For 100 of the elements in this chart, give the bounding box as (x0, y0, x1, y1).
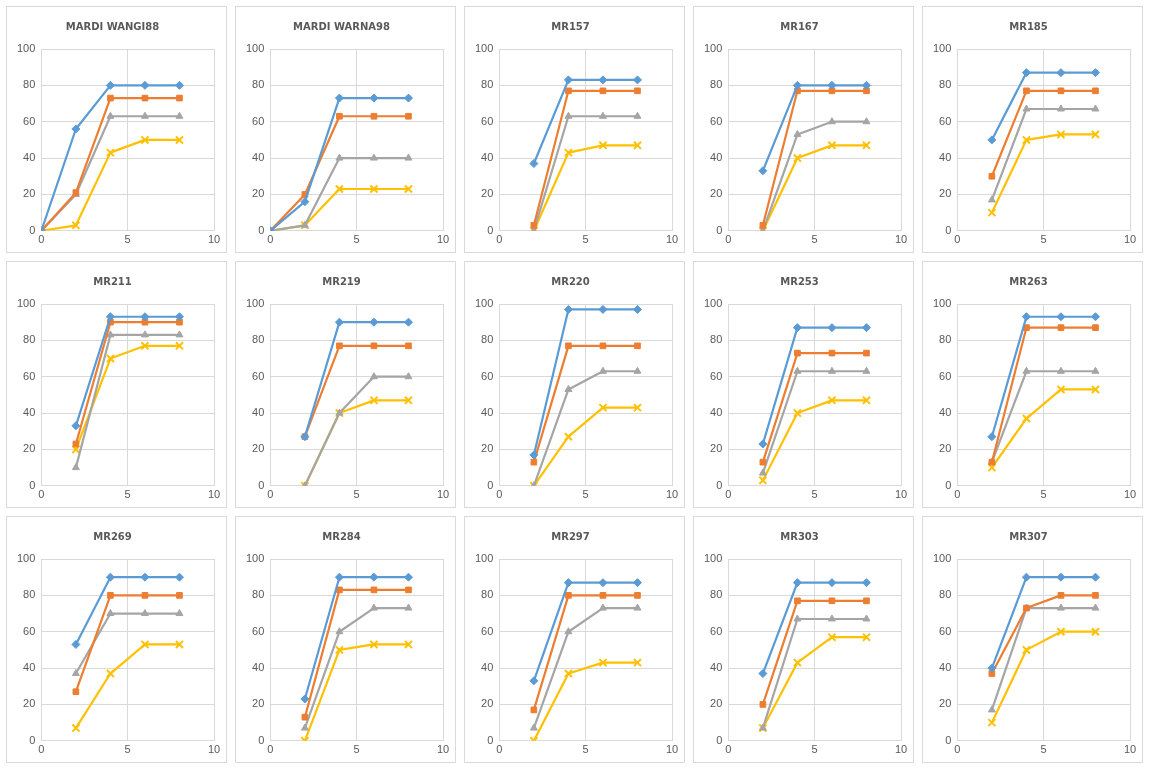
x-tick-label: 5 (811, 233, 818, 246)
y-tick-label: 20 (23, 442, 36, 455)
y-tick-label: 60 (481, 624, 494, 637)
x-tick-label: 0 (725, 743, 732, 756)
x-tick-label: 5 (353, 233, 360, 246)
y-tick-label: 40 (23, 661, 36, 674)
y-tick-label: 0 (716, 478, 723, 491)
y-tick-label: 100 (932, 552, 952, 565)
x-tick-label: 5 (1040, 233, 1047, 246)
y-tick-label: 80 (710, 78, 723, 91)
x-tick-label: 5 (124, 488, 131, 501)
y-tick-label: 60 (710, 369, 723, 382)
x-tick-label: 10 (436, 233, 450, 246)
x-tick-label: 10 (665, 488, 679, 501)
y-tick-label: 0 (258, 478, 265, 491)
x-tick-label: 10 (436, 743, 450, 756)
y-tick-label: 20 (252, 697, 265, 710)
x-tick-label: 5 (1040, 743, 1047, 756)
y-tick-label: 40 (481, 151, 494, 164)
x-tick-label: 10 (665, 743, 679, 756)
x-tick-label: 0 (267, 743, 274, 756)
y-tick-label: 60 (710, 114, 723, 127)
x-tick-label: 0 (38, 488, 45, 501)
y-tick-label: 100 (16, 552, 36, 565)
y-tick-label: 20 (939, 187, 952, 200)
chart-title: MR303 (780, 530, 819, 542)
y-tick-label: 100 (16, 42, 36, 55)
x-tick-label: 0 (954, 488, 961, 501)
y-tick-label: 20 (23, 697, 36, 710)
x-tick-label: 5 (353, 743, 360, 756)
y-tick-label: 60 (23, 114, 36, 127)
y-tick-label: 40 (252, 406, 265, 419)
y-tick-label: 80 (23, 588, 36, 601)
x-tick-label: 0 (38, 743, 45, 756)
y-tick-label: 0 (29, 478, 36, 491)
y-tick-label: 100 (474, 297, 494, 310)
y-tick-label: 20 (481, 187, 494, 200)
y-tick-label: 100 (16, 297, 36, 310)
y-tick-label: 20 (710, 442, 723, 455)
y-tick-label: 0 (258, 733, 265, 746)
x-tick-label: 0 (954, 743, 961, 756)
chart-title: MARDI WARNA98 (293, 20, 390, 32)
y-tick-label: 80 (481, 333, 494, 346)
x-tick-label: 10 (894, 488, 908, 501)
y-tick-label: 20 (710, 697, 723, 710)
y-tick-label: 0 (29, 733, 36, 746)
y-tick-label: 40 (23, 406, 36, 419)
x-tick-label: 10 (665, 233, 679, 246)
y-tick-label: 40 (252, 151, 265, 164)
y-tick-label: 80 (252, 78, 265, 91)
y-tick-label: 0 (487, 733, 494, 746)
y-tick-label: 60 (23, 369, 36, 382)
y-tick-label: 0 (716, 223, 723, 236)
y-tick-label: 40 (252, 661, 265, 674)
y-tick-label: 100 (932, 297, 952, 310)
y-tick-label: 0 (945, 733, 952, 746)
chart-title: MR284 (322, 530, 361, 542)
y-tick-label: 80 (481, 588, 494, 601)
y-tick-label: 20 (252, 187, 265, 200)
chart-title: MR167 (780, 20, 819, 32)
x-tick-label: 0 (267, 233, 274, 246)
y-tick-label: 40 (939, 151, 952, 164)
y-tick-label: 0 (258, 223, 265, 236)
x-tick-label: 5 (582, 233, 589, 246)
y-tick-label: 80 (939, 78, 952, 91)
y-tick-label: 100 (932, 42, 952, 55)
x-tick-label: 5 (1040, 488, 1047, 501)
x-tick-label: 5 (353, 488, 360, 501)
y-tick-label: 80 (939, 333, 952, 346)
x-tick-label: 10 (207, 233, 221, 246)
y-tick-label: 80 (939, 588, 952, 601)
x-tick-label: 5 (582, 488, 589, 501)
x-tick-label: 0 (725, 488, 732, 501)
chart-title: MR263 (1009, 275, 1048, 287)
y-tick-label: 100 (245, 552, 265, 565)
x-tick-label: 10 (894, 743, 908, 756)
x-tick-label: 10 (207, 743, 221, 756)
y-tick-label: 20 (939, 697, 952, 710)
x-tick-label: 5 (811, 743, 818, 756)
y-tick-label: 60 (481, 114, 494, 127)
chart-title: MARDI WANGI88 (65, 20, 160, 32)
y-tick-label: 100 (245, 42, 265, 55)
y-tick-label: 60 (481, 369, 494, 382)
y-tick-label: 100 (245, 297, 265, 310)
y-tick-label: 0 (487, 223, 494, 236)
y-tick-label: 20 (252, 442, 265, 455)
y-tick-label: 60 (939, 114, 952, 127)
y-tick-label: 20 (939, 442, 952, 455)
y-tick-label: 60 (939, 369, 952, 382)
y-tick-label: 0 (945, 478, 952, 491)
y-tick-label: 40 (939, 406, 952, 419)
y-tick-label: 100 (703, 297, 723, 310)
y-tick-label: 20 (23, 187, 36, 200)
y-tick-label: 80 (481, 78, 494, 91)
y-tick-label: 80 (252, 588, 265, 601)
y-tick-label: 40 (710, 406, 723, 419)
chart-title: MR157 (551, 20, 590, 32)
x-tick-label: 10 (894, 233, 908, 246)
x-tick-label: 5 (811, 488, 818, 501)
y-tick-label: 0 (29, 223, 36, 236)
